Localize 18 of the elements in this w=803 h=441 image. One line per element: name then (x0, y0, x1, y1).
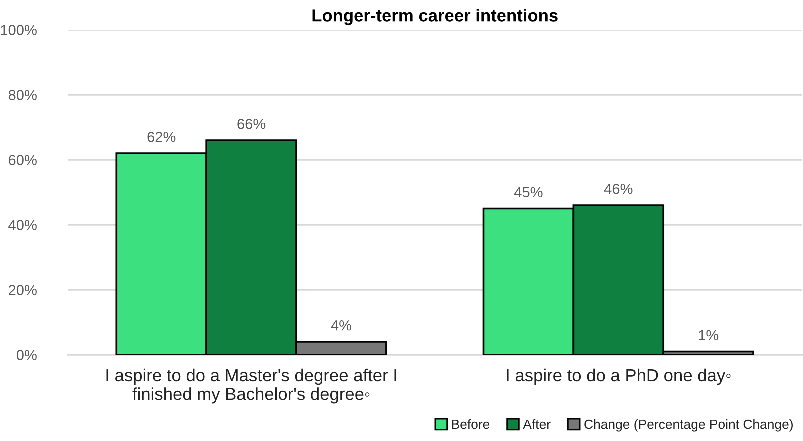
y-tick-label: 80% (8, 90, 37, 100)
legend-label: After (523, 419, 551, 430)
data-label: 45% (514, 187, 543, 198)
y-tick-label: 60% (9, 155, 37, 166)
legend-label: Change (Percentage Point Change) (584, 419, 793, 432)
chart-title: Longer-term career intentions (312, 9, 558, 26)
data-label: 62% (148, 132, 176, 142)
x-tick-label: I aspire to do a PhD one day◦ (507, 368, 731, 386)
data-label: 66% (238, 118, 266, 130)
data-label: 46% (604, 184, 633, 194)
y-tick-label: 100% (1, 25, 37, 36)
y-tick-label: 20% (8, 285, 37, 296)
data-label: 1% (699, 330, 719, 340)
y-tick-label: 40% (8, 220, 37, 230)
x-tick-label: I aspire to do a Master's degree after I finished my Bachelor's degree◦ (106, 368, 396, 404)
data-label: 4% (331, 320, 352, 331)
legend-label: Before (452, 419, 490, 430)
y-tick-label: 0% (16, 350, 37, 360)
